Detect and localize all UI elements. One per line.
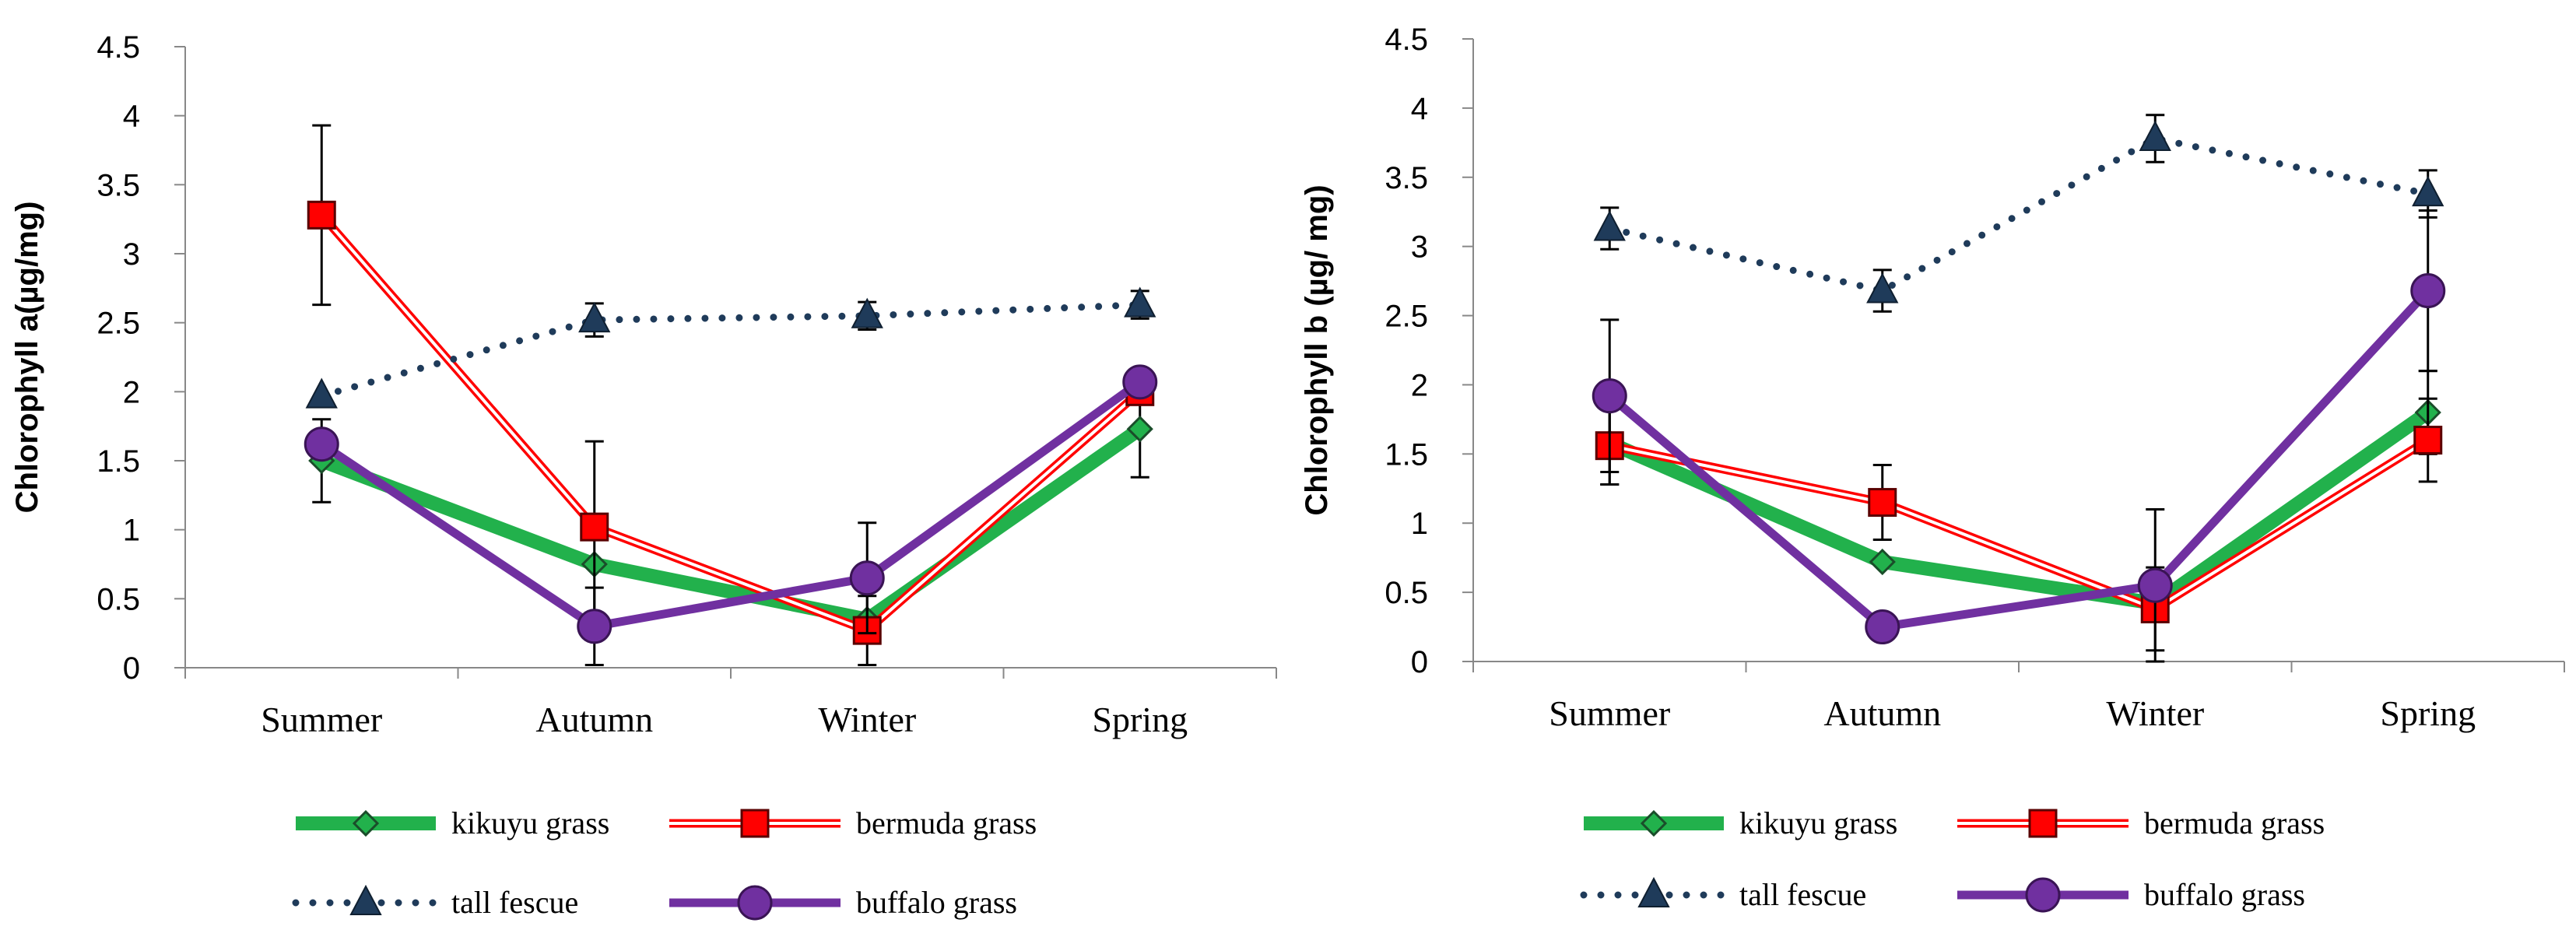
legend-marker-buffalo-grass	[2025, 877, 2061, 913]
series-line-buffalo-grass	[1606, 287, 2431, 632]
data-point-buffalo-grass	[2410, 273, 2446, 309]
data-point-buffalo-grass	[1865, 609, 1900, 645]
x-tick-label-summer: Summer	[1549, 693, 1670, 733]
series-line-tall-fescue	[1606, 135, 2432, 295]
y-tick-label: 4.5	[1385, 23, 1428, 57]
x-tick-label-spring: Spring	[1092, 700, 1188, 739]
series-line-bermuda-grass-inner	[1609, 438, 2429, 611]
y-tick-label: 1	[123, 514, 140, 548]
y-tick-label: 0	[1411, 645, 1428, 679]
chart-chlorophyll-b: 0 0.5 1 1.5 2 2.5 3 3.5 4 4.5 Summer Autumn Winter Sp…	[1300, 23, 2565, 913]
y-tick-label: 2.5	[1385, 300, 1428, 334]
data-point-tall-fescue	[1593, 210, 1626, 241]
series-tall-fescue	[305, 286, 1156, 409]
legend-label-tall-fescue: tall fescue	[451, 885, 578, 920]
data-point-kikuyu-grass	[1869, 548, 1896, 576]
x-tick-label-autumn: Autumn	[535, 700, 653, 739]
legend-marker-buffalo-grass	[737, 885, 773, 921]
data-point-buffalo-grass	[1122, 364, 1158, 400]
legend-marker-kikuyu-grass	[1640, 809, 1668, 837]
legend-marker-kikuyu-grass	[352, 809, 380, 837]
x-tick-label-autumn: Autumn	[1823, 693, 1941, 733]
y-axis-label: Chlorophyll a(µg/mg)	[10, 202, 44, 514]
legend-item-bermuda-grass: bermuda grass	[1957, 805, 2325, 840]
data-point-buffalo-grass	[304, 426, 339, 462]
legend-item-tall-fescue: tall fescue	[292, 884, 578, 920]
data-point-tall-fescue	[578, 301, 611, 333]
y-tick-label: 3	[123, 237, 140, 272]
chart-chlorophyll-a: 0 0.5 1 1.5 2 2.5 3 3.5 4 4.5 Summer Autumn Winter Sp…	[10, 30, 1277, 921]
legend-marker-bermuda-grass	[740, 809, 770, 838]
y-tick-label: 3.5	[1385, 161, 1428, 195]
y-tick-label: 3	[1411, 230, 1428, 265]
series-line-bermuda-grass-inner	[320, 214, 1142, 633]
legend-label-kikuyu-grass: kikuyu grass	[1739, 805, 1897, 840]
y-tick-label: 0.5	[97, 582, 140, 616]
x-tick-label-winter: Winter	[818, 700, 916, 739]
legend-label-buffalo-grass: buffalo grass	[2144, 877, 2305, 912]
data-point-tall-fescue	[305, 377, 338, 409]
y-tick-label: 1.5	[97, 444, 140, 479]
y-tick-label: 2	[123, 375, 140, 409]
data-point-tall-fescue	[851, 297, 883, 328]
data-point-tall-fescue	[2412, 175, 2444, 207]
legend-item-kikuyu-grass: kikuyu grass	[1584, 805, 1897, 840]
y-tick-label: 2.5	[97, 307, 140, 341]
data-point-buffalo-grass	[577, 609, 612, 644]
y-tick-label: 4	[1411, 92, 1428, 126]
y-tick-label: 2	[1411, 368, 1428, 402]
series-line-bermuda-grass	[318, 212, 1143, 635]
legend-marker-bermuda-grass	[2028, 809, 2058, 838]
y-tick-label: 1.5	[1385, 437, 1428, 472]
y-tick-label: 1	[1411, 507, 1428, 541]
legend-label-buffalo-grass: buffalo grass	[856, 885, 1017, 920]
series-line-buffalo-grass	[319, 378, 1142, 631]
chart-panel-chlorophyll-a: 0 0.5 1 1.5 2 2.5 3 3.5 4 4.5 Summer Autumn Winter Sp…	[10, 30, 1277, 921]
legend-item-buffalo-grass: buffalo grass	[669, 885, 1017, 921]
data-point-tall-fescue	[2139, 120, 2171, 151]
data-point-bermuda-grass	[307, 200, 336, 230]
legend-marker-tall-fescue	[1637, 876, 1670, 907]
y-tick-label: 3.5	[97, 168, 140, 202]
series-bermuda-grass	[1595, 397, 2443, 652]
legend-label-bermuda-grass: bermuda grass	[856, 805, 1037, 840]
legend-item-tall-fescue: tall fescue	[1580, 876, 1866, 912]
data-point-bermuda-grass	[2413, 426, 2443, 455]
y-axis-label: Chlorophyll b (µg/ mg)	[1300, 184, 1334, 515]
data-point-kikuyu-grass	[1126, 416, 1153, 443]
data-point-buffalo-grass	[849, 560, 885, 596]
legend-marker-tall-fescue	[349, 884, 382, 915]
data-point-buffalo-grass	[2137, 567, 2173, 603]
legend-item-kikuyu-grass: kikuyu grass	[296, 805, 609, 840]
legend-label-tall-fescue: tall fescue	[1739, 877, 1866, 912]
data-point-bermuda-grass	[580, 512, 609, 542]
data-point-buffalo-grass	[1592, 378, 1627, 414]
data-point-tall-fescue	[1866, 272, 1899, 304]
series-tall-fescue	[1593, 114, 2444, 313]
x-tick-label-summer: Summer	[261, 700, 382, 739]
series-buffalo-grass	[1592, 209, 2446, 663]
legend-label-bermuda-grass: bermuda grass	[2144, 805, 2325, 840]
y-tick-label: 0	[123, 651, 140, 686]
x-tick-label-winter: Winter	[2106, 693, 2204, 733]
series-bermuda-grass	[307, 124, 1155, 666]
x-tick-label-spring: Spring	[2380, 693, 2476, 733]
legend-item-bermuda-grass: bermuda grass	[669, 805, 1037, 840]
y-tick-label: 4.5	[97, 30, 140, 65]
data-point-bermuda-grass	[1868, 488, 1897, 518]
legend-label-kikuyu-grass: kikuyu grass	[451, 805, 609, 840]
series-kikuyu-grass	[308, 379, 1153, 633]
chart-panel-chlorophyll-b: 0 0.5 1 1.5 2 2.5 3 3.5 4 4.5 Summer Autumn Winter Sp…	[1288, 0, 2576, 937]
y-tick-label: 4	[123, 100, 140, 134]
series-line-kikuyu-grass	[319, 423, 1144, 626]
y-tick-label: 0.5	[1385, 576, 1428, 610]
series-buffalo-grass	[304, 364, 1158, 666]
data-point-tall-fescue	[1124, 286, 1156, 318]
legend-item-buffalo-grass: buffalo grass	[1957, 877, 2305, 913]
series-line-kikuyu-grass	[1606, 406, 2432, 611]
